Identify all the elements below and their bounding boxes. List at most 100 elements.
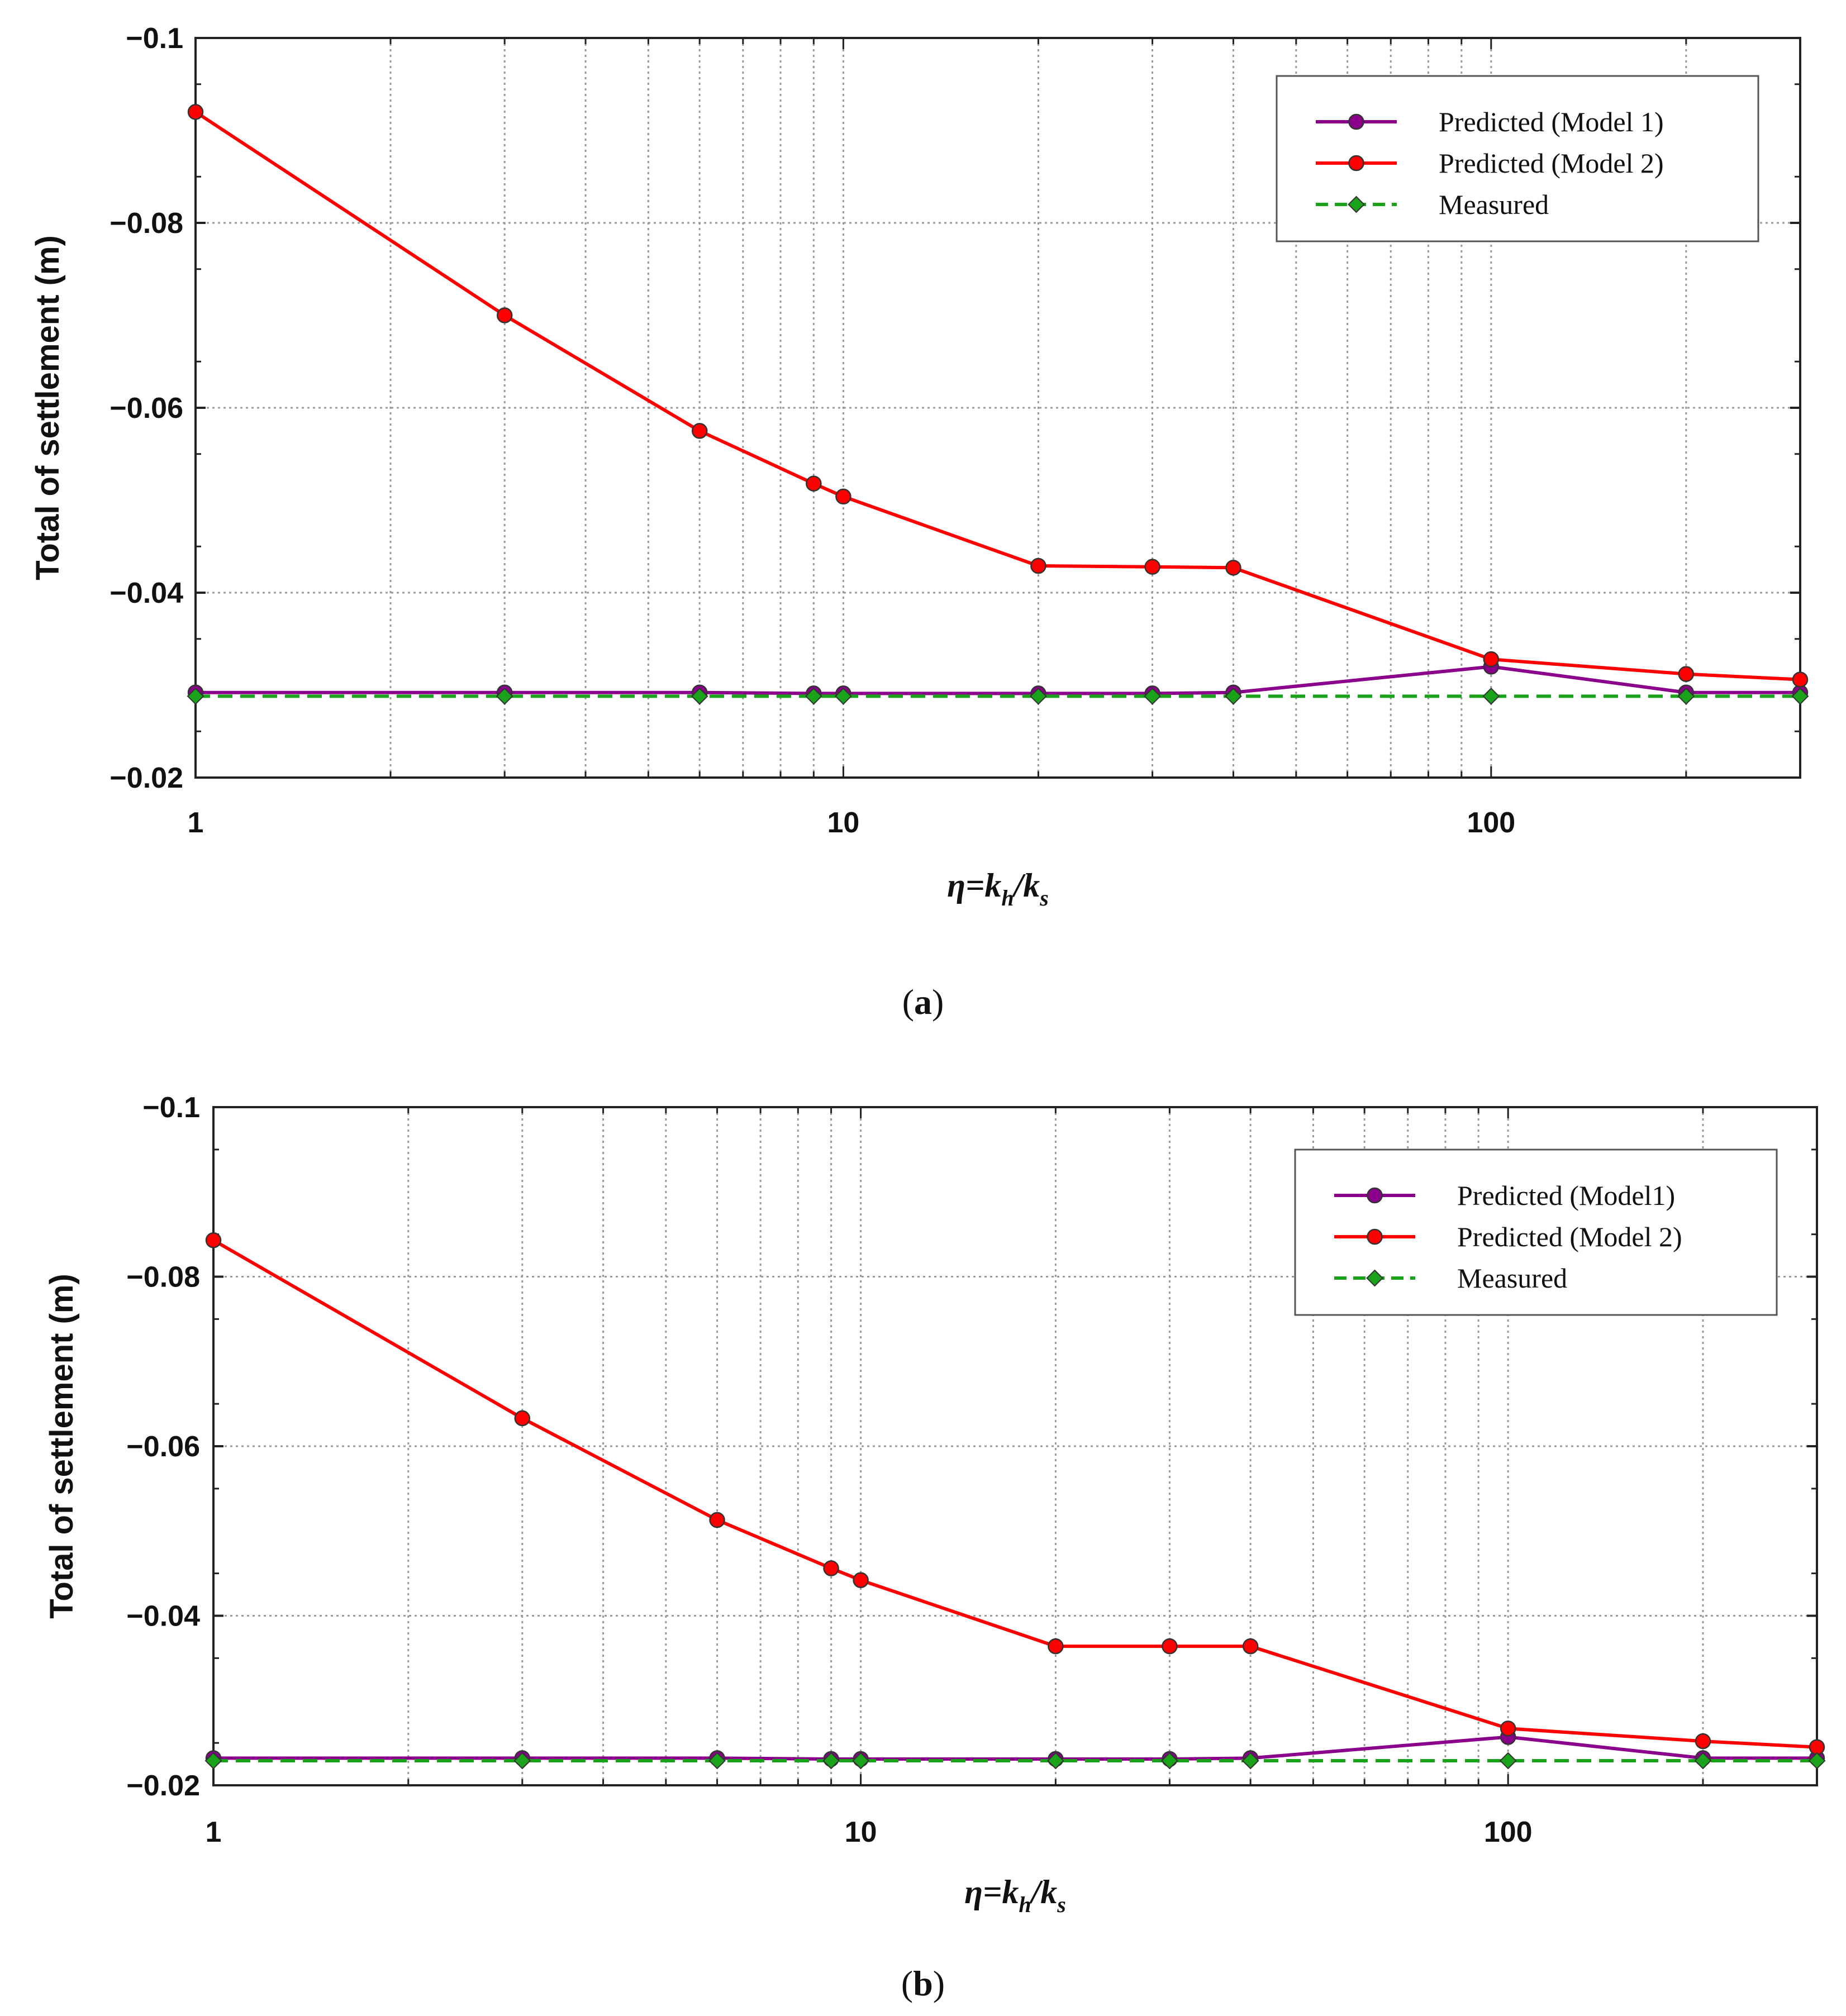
x-axis-label: η=kh/ks — [947, 867, 1049, 911]
legend-marker — [1367, 1187, 1383, 1204]
data-point-marker — [835, 488, 851, 505]
data-point-marker — [1499, 1752, 1517, 1770]
caption-open: ( — [901, 1963, 913, 2003]
x-axis-label-ks-sub: s — [1039, 885, 1049, 911]
legend-label: Predicted (Model 2) — [1457, 1221, 1682, 1252]
legend: Predicted (Model1) Predicted (Model 2) Mea… — [1294, 1148, 1778, 1316]
data-point-marker — [205, 1232, 222, 1248]
data-point-marker — [1030, 687, 1047, 705]
data-point-marker — [1225, 687, 1242, 705]
data-point-marker — [1162, 1638, 1178, 1655]
x-axis-label-eta: η — [947, 867, 965, 904]
data-point-marker — [1678, 666, 1695, 682]
series-measured — [204, 1752, 1826, 1770]
y-tick-label: −0.04 — [126, 1600, 200, 1633]
data-point-marker — [1160, 1752, 1178, 1770]
data-point-marker — [496, 307, 513, 323]
x-axis-label-kh-k: k — [984, 867, 1001, 904]
caption-close: ) — [933, 1963, 945, 2003]
y-axis-label: Total of settlement (m) — [30, 235, 66, 580]
series-measured — [187, 687, 1809, 705]
caption-open: ( — [902, 982, 914, 1022]
data-point-marker — [1791, 687, 1809, 705]
data-point-marker — [691, 423, 708, 439]
x-axis-label: η=kh/ks — [964, 1874, 1066, 1917]
x-tick-label: 10 — [845, 1816, 877, 1848]
y-tick-label: −0.02 — [126, 1770, 200, 1802]
caption-close: ) — [932, 982, 944, 1022]
data-point-marker — [1695, 1733, 1711, 1750]
data-point-marker — [1500, 1720, 1516, 1737]
series-predicted-model-2 — [187, 104, 1809, 688]
data-point-marker — [513, 1752, 531, 1770]
x-tick-label: 100 — [1484, 1816, 1533, 1848]
data-point-marker — [1048, 1638, 1064, 1655]
data-point-marker — [834, 687, 852, 705]
data-point-marker — [1808, 1752, 1826, 1770]
data-point-marker — [1030, 557, 1046, 574]
legend-label: Measured — [1439, 189, 1549, 220]
chart-panel-b: −0.1 −0.08 −0.06 −0.04 −0.021 10 100 Total of s… — [44, 1092, 1826, 1917]
data-point-marker — [1242, 1638, 1259, 1655]
data-point-marker — [1241, 1752, 1259, 1770]
data-point-marker — [708, 1752, 726, 1770]
data-point-marker — [1482, 687, 1500, 705]
data-point-marker — [1792, 671, 1809, 688]
legend-marker — [1348, 113, 1364, 130]
legend-label: Measured — [1457, 1262, 1567, 1294]
legend-marker — [1348, 196, 1365, 213]
data-point-marker — [1694, 1752, 1712, 1770]
y-axis-label: Total of settlement (m) — [44, 1274, 80, 1619]
x-axis-label-eq: = — [983, 1874, 1002, 1910]
data-point-marker — [204, 1752, 222, 1770]
x-tick-label: 1 — [206, 1816, 222, 1848]
y-tick-label: −0.08 — [126, 1261, 200, 1294]
x-axis-label-kh-k: k — [1002, 1874, 1019, 1910]
x-axis-label-eq: = — [965, 867, 984, 904]
y-tick-label: −0.1 — [126, 22, 183, 55]
legend-label: Predicted (Model1) — [1457, 1180, 1675, 1211]
x-tick-label: 1 — [188, 807, 204, 839]
data-point-marker — [1677, 687, 1695, 705]
legend-marker — [1367, 1228, 1383, 1245]
data-point-marker — [1144, 559, 1160, 575]
data-point-marker — [514, 1410, 531, 1427]
legend: Predicted (Model 1) Predicted (Model 2) Me… — [1276, 75, 1759, 242]
y-tick-label: −0.08 — [110, 207, 183, 240]
data-point-marker — [1225, 560, 1241, 576]
x-axis-label-kh-sub: h — [1001, 885, 1014, 911]
data-point-marker — [187, 104, 204, 120]
legend-label: Predicted (Model 1) — [1439, 106, 1664, 137]
series-predicted-model-2 — [205, 1232, 1825, 1755]
legend-marker — [1366, 1269, 1383, 1287]
data-point-marker — [806, 475, 822, 492]
data-point-marker — [853, 1572, 869, 1589]
data-point-marker — [1483, 651, 1500, 668]
data-point-marker — [822, 1752, 840, 1770]
legend-label: Predicted (Model 2) — [1439, 147, 1664, 179]
data-point-marker — [805, 687, 822, 705]
data-point-marker — [709, 1512, 725, 1528]
x-tick-label: 100 — [1467, 807, 1515, 839]
data-point-marker — [823, 1560, 839, 1576]
x-axis-label-eta: η — [964, 1874, 983, 1910]
grid — [196, 38, 1800, 778]
panel-caption: (a) — [902, 982, 944, 1022]
y-tick-label: −0.02 — [110, 762, 183, 794]
data-point-marker — [187, 687, 204, 705]
chart-panel-a: −0.1 −0.08 −0.06 −0.04 −0.021 10 100 Total of s… — [30, 22, 1809, 911]
legend-marker — [1348, 155, 1364, 171]
data-point-marker — [1144, 687, 1162, 705]
y-tick-label: −0.04 — [110, 577, 183, 609]
caption-letter: b — [913, 1963, 933, 2003]
data-point-marker — [496, 687, 513, 705]
x-axis-label-kh-sub: h — [1019, 1892, 1031, 1917]
x-axis-label-ks-k: k — [1040, 1874, 1057, 1910]
panel-caption: (b) — [901, 1963, 945, 2003]
y-tick-label: −0.1 — [142, 1092, 200, 1124]
data-point-marker — [691, 687, 708, 705]
x-axis-label-ks-k: k — [1023, 867, 1040, 904]
x-tick-label: 10 — [827, 807, 859, 839]
caption-letter: a — [914, 982, 932, 1022]
